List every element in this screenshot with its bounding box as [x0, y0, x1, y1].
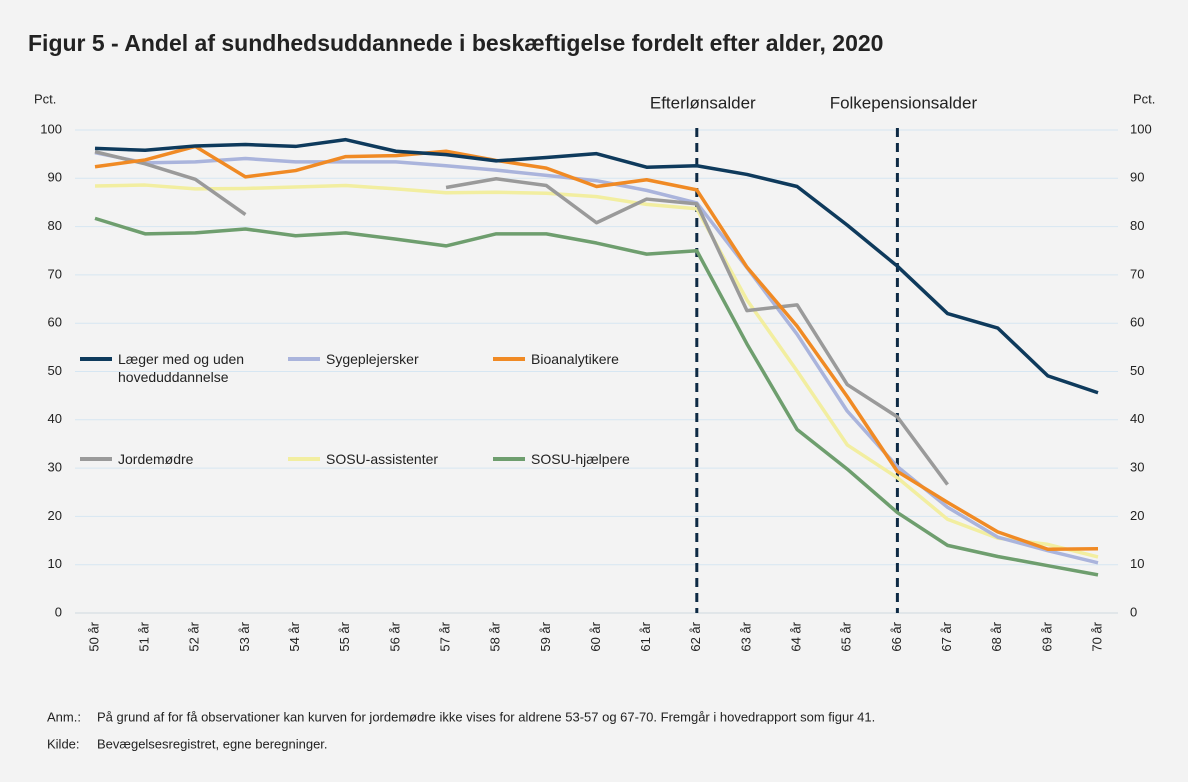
y-tick-label: 90	[48, 170, 62, 185]
reference-label: Efterlønsalder	[650, 93, 756, 112]
line-series	[94, 216, 1099, 577]
y-tick-label: 50	[48, 363, 62, 378]
y2-tick-label: 80	[1130, 218, 1144, 233]
x-tick-label: 57 år	[437, 621, 452, 651]
legend-label: SOSU-hjælpere	[531, 451, 630, 467]
y2-tick-label: 50	[1130, 363, 1144, 378]
note-label: Anm.:	[47, 709, 81, 724]
x-tick-label: 60 år	[588, 621, 603, 651]
legend-label: Læger med og uden hoveduddannelse	[118, 351, 245, 385]
y2-tick-label: 10	[1130, 556, 1144, 571]
legend-swatch	[288, 357, 320, 361]
legend-label: Bioanalytikere	[531, 351, 619, 367]
legend-swatch	[80, 357, 112, 361]
legend-label: Sygeplejersker	[326, 351, 419, 367]
legend-entry: Læger med og uden hoveduddannelse	[80, 350, 278, 386]
y-tick-label: 70	[48, 266, 62, 281]
line-series	[94, 150, 949, 486]
legend-entry: Jordemødre	[80, 450, 278, 468]
y-tick-label: 30	[48, 460, 62, 475]
chart-title: Figur 5 - Andel af sundhedsuddannede i b…	[28, 30, 883, 56]
y2-tick-label: 30	[1130, 460, 1144, 475]
legend-swatch	[80, 457, 112, 461]
y-tick-label: 60	[48, 315, 62, 330]
note-text: Bevægelsesregistret, egne beregninger.	[97, 736, 328, 751]
x-tick-label: 53 år	[237, 621, 252, 651]
x-tick-label: 51 år	[137, 621, 152, 651]
legend-label: SOSU-assistenter	[326, 451, 439, 467]
note-label: Kilde:	[47, 736, 80, 751]
legend-swatch	[493, 457, 525, 461]
legend-swatch	[493, 357, 525, 361]
line-series	[94, 144, 1099, 551]
y-tick-label: 20	[48, 508, 62, 523]
y-axis-label: Pct.	[34, 91, 56, 106]
x-tick-label: 64 år	[789, 621, 804, 651]
y2-tick-label: 90	[1130, 170, 1144, 185]
legend-entry: Bioanalytikere	[493, 350, 691, 368]
legend-swatch	[288, 457, 320, 461]
legend-entry: Sygeplejersker	[288, 350, 486, 368]
x-tick-label: 54 år	[287, 621, 302, 651]
x-tick-label: 63 år	[738, 621, 753, 651]
y2-tick-label: 60	[1130, 315, 1144, 330]
y2-axis-label: Pct.	[1133, 91, 1155, 106]
line-series	[94, 137, 1099, 395]
x-tick-label: 58 år	[488, 621, 503, 651]
y-tick-label: 10	[48, 556, 62, 571]
y2-tick-label: 100	[1130, 121, 1152, 136]
y2-tick-label: 0	[1130, 604, 1137, 619]
y2-tick-label: 40	[1130, 411, 1144, 426]
x-tick-label: 52 år	[187, 621, 202, 651]
x-tick-label: 69 år	[1039, 621, 1054, 651]
line-series	[94, 183, 1099, 559]
y-tick-label: 0	[55, 604, 62, 619]
x-tick-label: 56 år	[387, 621, 402, 651]
legend-entry: SOSU-assistenter	[288, 450, 486, 468]
x-tick-label: 61 år	[638, 621, 653, 651]
y2-tick-label: 20	[1130, 508, 1144, 523]
x-tick-label: 59 år	[538, 621, 553, 651]
y-tick-label: 80	[48, 218, 62, 233]
y-tick-label: 100	[40, 121, 62, 136]
x-tick-label: 68 år	[989, 621, 1004, 651]
x-tick-label: 65 år	[839, 621, 854, 651]
y2-tick-label: 70	[1130, 266, 1144, 281]
y-tick-label: 40	[48, 411, 62, 426]
note-text: På grund af for få observationer kan kur…	[97, 709, 875, 724]
legend-label: Jordemødre	[118, 451, 194, 467]
x-tick-label: 50 år	[86, 621, 101, 651]
legend-entry: SOSU-hjælpere	[493, 450, 691, 468]
x-tick-label: 66 år	[889, 621, 904, 651]
x-tick-label: 70 år	[1089, 621, 1104, 651]
x-tick-label: 67 år	[939, 621, 954, 651]
x-tick-label: 62 år	[688, 621, 703, 651]
x-tick-label: 55 år	[337, 621, 352, 651]
reference-label: Folkepensionsalder	[830, 93, 978, 112]
